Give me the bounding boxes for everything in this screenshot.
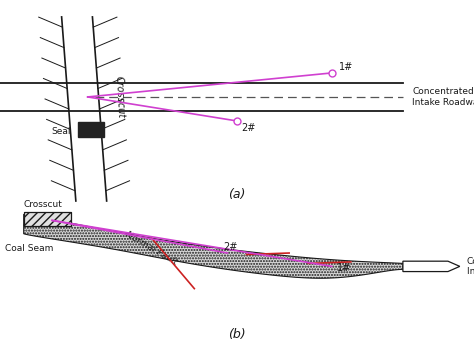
Bar: [24, 212, 71, 226]
Bar: [24, 212, 71, 226]
Text: 1#: 1#: [339, 62, 353, 72]
Text: Concentrated
Intake Roadway: Concentrated Intake Roadway: [467, 257, 474, 276]
Text: 2#: 2#: [242, 123, 256, 133]
Text: 2#: 2#: [223, 242, 237, 252]
Text: Normal Fault: Normal Fault: [124, 230, 179, 267]
Text: (a): (a): [228, 188, 246, 201]
Text: Coal Seam: Coal Seam: [5, 244, 53, 253]
Text: 1#: 1#: [337, 263, 351, 273]
Polygon shape: [24, 215, 403, 278]
Bar: [78, 122, 104, 137]
Text: (b): (b): [228, 327, 246, 341]
Text: Seal: Seal: [52, 127, 71, 136]
Text: Concentrated
Intake Roadway: Concentrated Intake Roadway: [412, 87, 474, 107]
Polygon shape: [403, 261, 460, 272]
Text: Crosscut: Crosscut: [114, 76, 126, 118]
Text: Crosscut: Crosscut: [24, 200, 63, 209]
